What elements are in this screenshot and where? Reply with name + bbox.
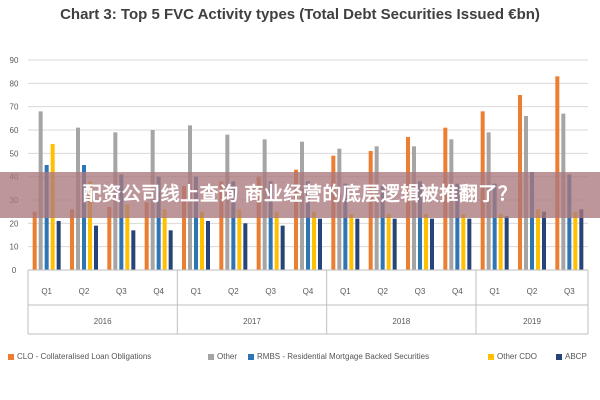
legend-item: Other [208,352,237,361]
overlay-banner: 配资公司线上查询 商业经营的底层逻辑被推翻了？ [0,172,600,218]
chart-legend: CLO - Collateralised Loan Obligations Oth… [8,352,596,366]
bar [94,225,98,270]
legend-item: Other CDO [488,352,537,361]
bar [131,230,136,270]
bar [430,218,434,270]
bar [455,183,460,270]
x-tick-label: Q1 [41,287,52,296]
bar [119,174,124,270]
bar [424,214,428,270]
bar [256,176,261,270]
y-tick-label: 0 [12,266,17,275]
bar [268,181,273,270]
bar [70,209,74,270]
x-axis: Q1 Q2 Q3 Q4 Q1 Q2 Q3 Q4 Q1 Q2 Q3 Q4 Q1 Q2 Q3 2016 2017 20… [27,269,589,335]
x-tick-label: Q3 [116,287,127,296]
bar [206,221,210,270]
bar [219,181,224,270]
x-tick-label: Q2 [228,287,239,296]
bar [194,176,198,270]
bar [32,211,37,270]
x-tick-label: Q3 [265,287,276,296]
bar [156,176,161,270]
x-year-label: 2018 [392,317,410,326]
x-tick-label: Q1 [489,287,500,296]
y-tick-label: 70 [10,103,19,112]
bar [56,221,61,270]
x-tick-label: Q4 [153,287,164,296]
bar [573,211,578,270]
y-tick-label: 50 [10,149,19,158]
bar [380,186,385,270]
x-year-label: 2017 [243,317,261,326]
bar [88,181,92,270]
y-tick-label: 10 [10,243,19,252]
legend-label: ABCP [565,352,587,361]
legend-swatch [488,353,494,360]
bar [567,174,572,270]
y-tick-label: 90 [10,56,19,65]
bar [355,218,360,270]
legend-item: ABCP [556,352,587,361]
bar [418,181,422,270]
bar [237,209,242,270]
y-tick-label: 20 [10,219,19,228]
bar [243,223,248,270]
bar [349,214,354,270]
bar [579,209,584,270]
x-tick-label: Q3 [564,287,575,296]
bar [107,207,112,270]
legend-label: Other [217,352,238,361]
bar [182,186,186,270]
bar [294,169,298,270]
bar [312,211,316,270]
bar [318,218,322,270]
legend-swatch [556,353,562,360]
legend-item: CLO - Collateralised Loan Obligations [8,352,151,361]
bar [536,209,540,270]
x-tick-label: Q2 [527,287,538,296]
x-year-label: 2016 [94,317,112,326]
legend-swatch [248,353,254,360]
bar [144,202,149,270]
x-tick-label: Q2 [377,287,388,296]
legend-item: RMBS - Residential Mortgage Backed Secur… [248,352,429,361]
bar [306,181,310,270]
bar [168,230,173,270]
overlay-banner-text: 配资公司线上查询 商业经营的底层逻辑被推翻了？ [82,184,518,205]
bar [200,211,204,270]
legend-label: CLO - Collateralised Loan Obligations [17,352,152,361]
x-tick-label: Q4 [303,287,314,296]
legend-swatch [8,353,14,360]
bar [231,181,236,270]
bar [162,209,167,270]
x-tick-label: Q2 [79,287,90,296]
x-tick-label: Q3 [415,287,426,296]
y-axis-ticks: 0102030405060708090 [10,56,19,275]
legend-label: RMBS - Residential Mortgage Backed Secur… [257,352,430,361]
bar [392,218,397,270]
bar [542,211,546,270]
legend-label: Other CDO [497,352,538,361]
y-tick-label: 80 [10,79,19,88]
x-tick-label: Q1 [340,287,351,296]
bar [461,214,466,270]
bar [280,225,285,270]
bar [530,172,534,270]
bar [343,183,348,270]
x-tick-label: Q1 [191,287,202,296]
bar [492,183,497,270]
x-tick-label: Q4 [452,287,463,296]
bar [125,204,130,270]
legend-swatch [208,353,214,360]
bar [386,214,391,270]
bar [274,211,279,270]
x-year-label: 2019 [523,317,541,326]
bar [467,218,472,270]
y-tick-label: 60 [10,126,19,135]
chart-title: Chart 3: Top 5 FVC Activity types (Total… [60,6,540,23]
bar [504,216,509,270]
bar [498,214,503,270]
